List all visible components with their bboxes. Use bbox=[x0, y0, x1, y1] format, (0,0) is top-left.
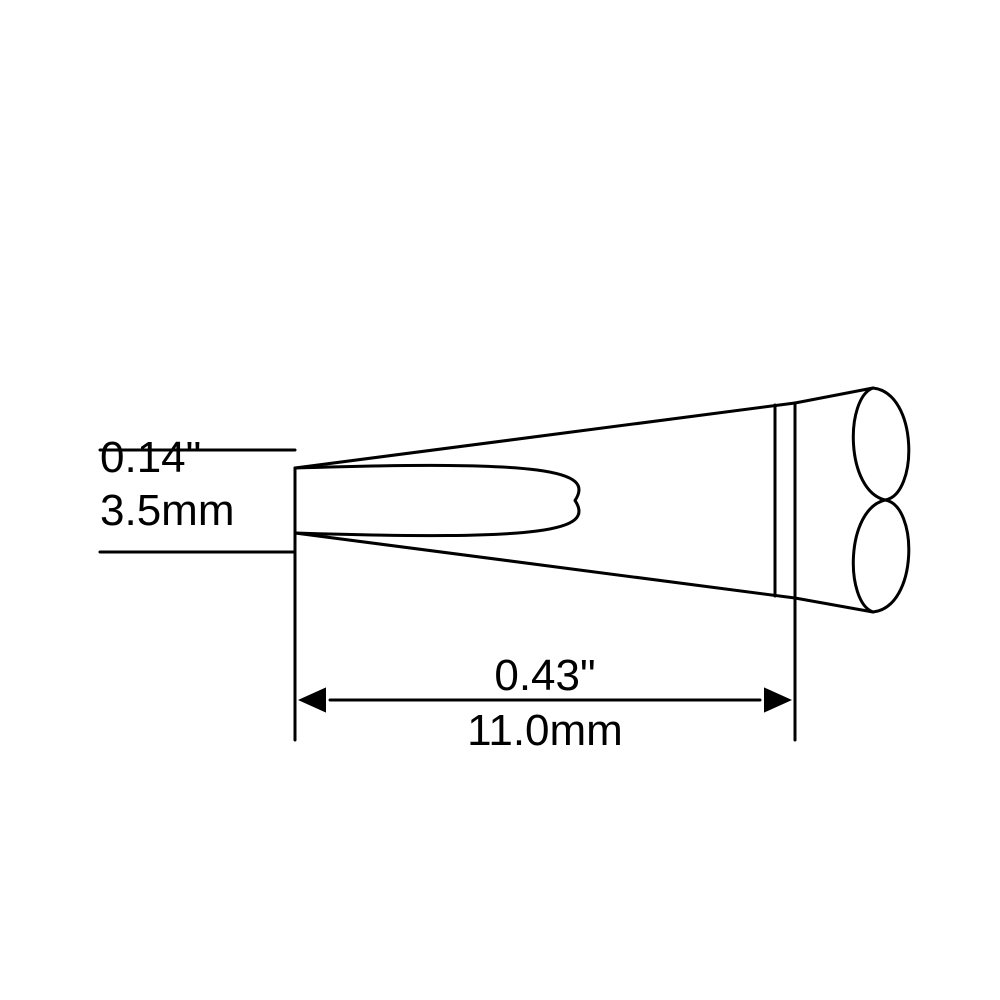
cap-lobe-top bbox=[853, 388, 908, 500]
length-label-mm: 11.0mm bbox=[467, 706, 623, 755]
length-label-inches: 0.43" bbox=[494, 651, 595, 700]
tip-flat-u bbox=[295, 465, 579, 535]
tip-top-edge bbox=[295, 403, 795, 468]
length-arrow-right bbox=[764, 687, 792, 712]
technical-diagram: 0.14"3.5mm 0.43" 11.0mm bbox=[0, 0, 1000, 1000]
cap-lobe-bottom bbox=[853, 500, 908, 612]
width-label-mm: 3.5mm bbox=[100, 486, 234, 535]
tip-bottom-edge bbox=[295, 533, 795, 598]
length-arrow-left bbox=[298, 687, 326, 712]
width-label-inches: 0.14" bbox=[100, 433, 201, 482]
